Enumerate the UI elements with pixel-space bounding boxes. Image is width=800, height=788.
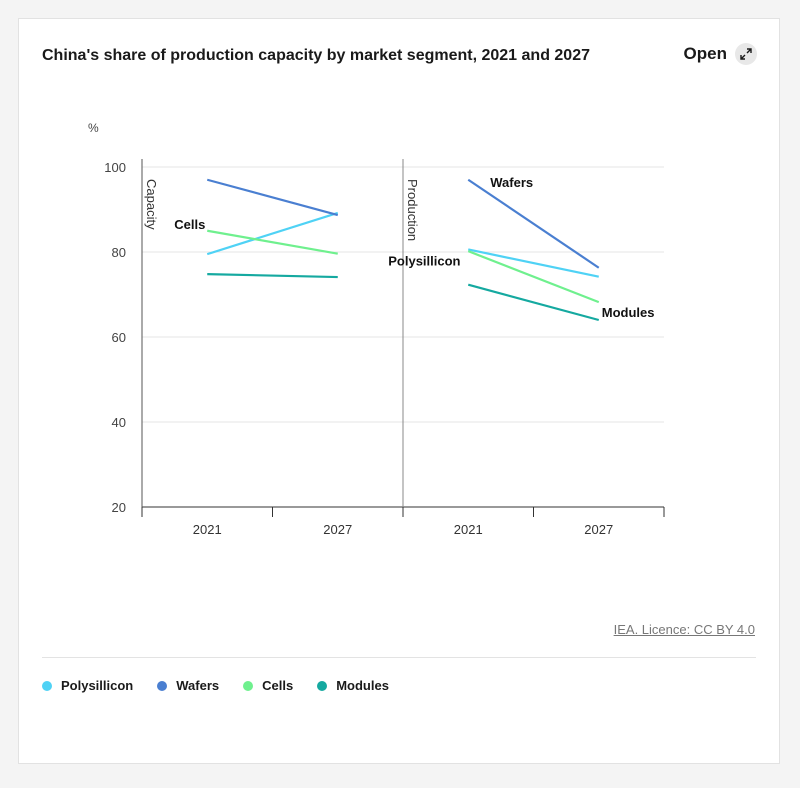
y-tick-label: 100 bbox=[104, 160, 126, 175]
legend-item-cells[interactable]: Cells bbox=[243, 678, 293, 693]
chart-area: 20 40 60 80 100% 2021 2027 Capacity Cells 2021 202… bbox=[88, 121, 665, 537]
series-line-modules bbox=[467, 283, 600, 322]
legend-label: Wafers bbox=[176, 678, 220, 693]
y-tick-label: 40 bbox=[112, 415, 126, 430]
annotation-label: Modules bbox=[602, 305, 655, 320]
series-line-cells bbox=[207, 229, 338, 255]
legend: Polysillicon Wafers Cells Modules bbox=[42, 678, 389, 693]
series-line-cells bbox=[467, 250, 600, 304]
series-line-polysillicon bbox=[206, 211, 339, 256]
series-line-polysillicon bbox=[468, 248, 599, 278]
legend-item-wafers[interactable]: Wafers bbox=[157, 678, 219, 693]
licence-link[interactable]: IEA. Licence: CC BY 4.0 bbox=[613, 622, 755, 637]
series-line-wafers bbox=[206, 178, 339, 217]
legend-item-polysillicon[interactable]: Polysillicon bbox=[42, 678, 133, 693]
series-line-modules bbox=[207, 273, 338, 279]
annotation-label: Polysillicon bbox=[388, 253, 460, 268]
expand-icon bbox=[735, 43, 757, 65]
y-axis-unit: % bbox=[88, 121, 99, 135]
chart-card: China's share of production capacity by … bbox=[18, 18, 780, 764]
legend-swatch bbox=[157, 680, 168, 691]
x-tick-label: 2021 bbox=[193, 522, 222, 537]
divider bbox=[42, 657, 756, 658]
legend-item-modules[interactable]: Modules bbox=[317, 678, 389, 693]
x-tick-label: 2021 bbox=[454, 522, 483, 537]
legend-label: Polysillicon bbox=[61, 678, 134, 693]
annotation-label: Cells bbox=[174, 217, 205, 232]
series-line-wafers bbox=[467, 178, 600, 269]
legend-swatch bbox=[317, 680, 328, 691]
legend-swatch bbox=[42, 680, 52, 691]
y-tick-label: 80 bbox=[112, 245, 126, 260]
chart-title: China's share of production capacity by … bbox=[42, 47, 590, 64]
x-tick-label: 2027 bbox=[584, 522, 613, 537]
legend-label: Modules bbox=[336, 678, 389, 693]
legend-swatch bbox=[243, 680, 254, 691]
annotation-label: Wafers bbox=[490, 175, 533, 190]
x-tick-label: 2027 bbox=[323, 522, 352, 537]
panel-label: Capacity bbox=[144, 179, 159, 230]
y-tick-label: 20 bbox=[112, 500, 126, 515]
y-tick-label: 60 bbox=[112, 330, 126, 345]
open-label: Open bbox=[683, 44, 727, 63]
open-button[interactable]: Open bbox=[684, 43, 757, 65]
panel-label: Production bbox=[405, 179, 420, 241]
legend-label: Cells bbox=[262, 678, 294, 693]
